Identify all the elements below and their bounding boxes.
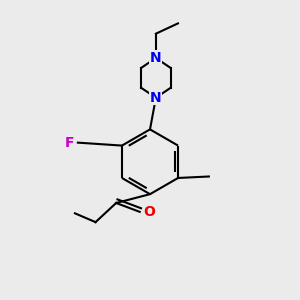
Text: N: N	[150, 91, 162, 105]
Text: F: F	[65, 136, 74, 150]
Text: O: O	[143, 205, 155, 219]
Text: N: N	[150, 51, 162, 65]
